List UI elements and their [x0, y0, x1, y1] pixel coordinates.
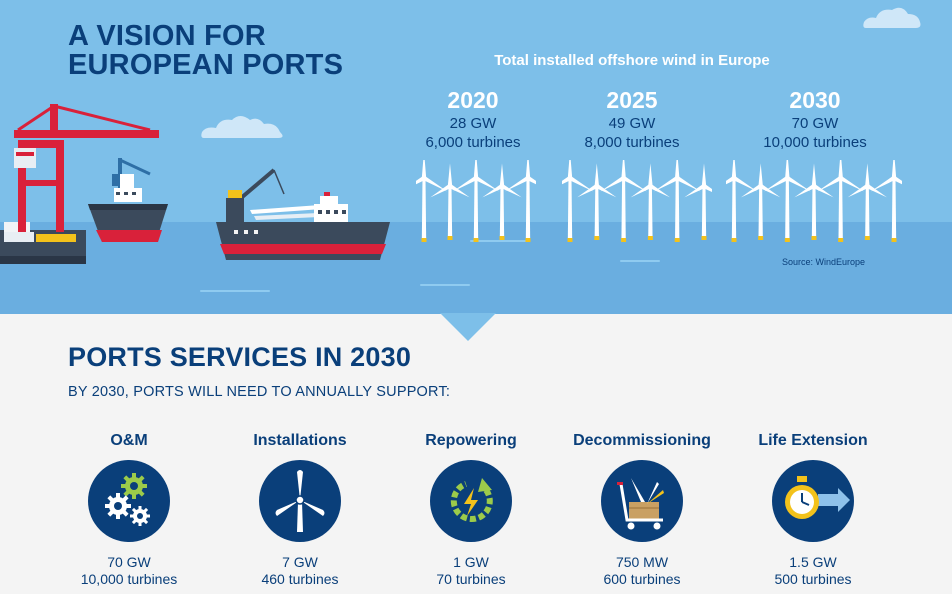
year-column-2030: 2030 70 GW 10,000 turbines: [740, 86, 890, 152]
wind-heading: Total installed offshore wind in Europe: [494, 52, 770, 69]
turbine-count: 6,000 turbines: [425, 134, 521, 151]
service-turbines: 500 turbines: [774, 571, 852, 587]
year-label: 2025: [606, 87, 658, 113]
service-name: Life Extension: [758, 432, 868, 449]
service-name: Installations: [253, 432, 347, 449]
service-capacity: 1.5 GW: [789, 554, 837, 570]
service-installations: Installations 7 GW 460 turbines: [215, 414, 385, 588]
service-capacity: 7 GW: [282, 554, 318, 570]
wave: [620, 260, 660, 262]
service-om: O&M: [44, 414, 214, 588]
year-column-2020: 2020 28 GW 6,000 turbines: [398, 86, 548, 152]
hero-banner: A VISION FOR EUROPEAN PORTS: [0, 0, 952, 314]
repower-icon: [430, 460, 512, 542]
stopwatch-icon: [772, 460, 854, 542]
turbine-group-2030: [726, 160, 902, 242]
installation-vessel-illustration: [216, 168, 390, 260]
turbine-icon: [794, 163, 834, 240]
turbine-icon: [562, 160, 594, 242]
services-heading: PORTS SERVICES IN 2030: [68, 342, 412, 372]
services-subheading: BY 2030, PORTS WILL NEED TO ANNUALLY SUP…: [68, 384, 451, 400]
turbine-icon: [847, 163, 887, 240]
year-column-2025: 2025 49 GW 8,000 turbines: [557, 86, 707, 152]
service-repowering: Repowering 1 GW 70 turbines: [386, 414, 556, 588]
turbine-group-2025: [562, 160, 712, 242]
page-title: A VISION FOR EUROPEAN PORTS: [68, 20, 344, 81]
service-name: Repowering: [425, 432, 517, 449]
turbine-icon: [653, 160, 701, 242]
capacity-value: 49 GW: [608, 115, 656, 132]
section-pointer: [440, 313, 496, 341]
service-turbines: 460 turbines: [261, 571, 339, 587]
service-name: O&M: [110, 432, 148, 449]
wind-turbine-icon: [259, 460, 341, 542]
turbine-icon: [416, 160, 448, 242]
turbine-icon: [452, 160, 500, 242]
turbine-icon: [482, 163, 522, 240]
turbine-icon: [577, 163, 617, 240]
trolley-icon: [601, 460, 683, 542]
turbine-icon: [630, 163, 671, 240]
wave: [200, 290, 270, 292]
service-capacity: 1 GW: [453, 554, 489, 570]
turbine-icon: [817, 160, 864, 242]
turbine-count: 8,000 turbines: [584, 134, 680, 151]
service-decommissioning: Decommissioning 750 MW 600 turbines: [557, 414, 727, 588]
turbine-icon: [504, 160, 536, 242]
turbine-count: 10,000 turbines: [763, 134, 867, 151]
service-capacity: 70 GW: [107, 554, 151, 570]
year-label: 2030: [789, 87, 841, 113]
turbine-icon: [726, 160, 758, 242]
turbine-icon: [684, 163, 712, 240]
capacity-value: 70 GW: [791, 115, 839, 132]
turbine-icon: [600, 160, 647, 242]
turbine-icon: [741, 163, 781, 240]
wave: [420, 284, 470, 286]
services-section: [0, 314, 952, 594]
cloud-icon: [863, 7, 921, 28]
cloud-icon: [201, 116, 283, 138]
year-label: 2020: [447, 87, 499, 113]
turbine-icon: [430, 163, 470, 240]
capacity-value: 28 GW: [449, 115, 497, 132]
turbine-icon: [870, 160, 902, 242]
service-name: Decommissioning: [573, 432, 711, 449]
turbine-group-2020: [416, 160, 536, 242]
wave: [470, 240, 530, 242]
service-turbines: 600 turbines: [603, 571, 681, 587]
service-life-extension: Life Extension 1.5 GW 500 turbines: [728, 414, 898, 588]
turbine-icon: [764, 160, 811, 242]
service-turbines: 10,000 turbines: [80, 571, 178, 587]
service-capacity: 750 MW: [615, 554, 669, 570]
gears-icon: [88, 460, 170, 542]
cargo-ship-illustration: [88, 174, 168, 242]
service-turbines: 70 turbines: [436, 571, 506, 587]
source-note: Source: WindEurope: [782, 257, 866, 267]
